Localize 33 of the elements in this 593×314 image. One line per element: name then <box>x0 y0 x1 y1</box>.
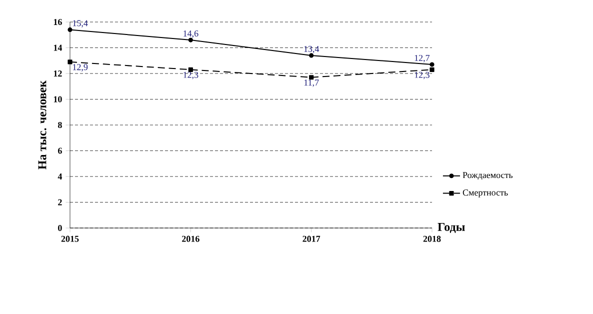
y-tick-label: 12 <box>54 70 62 76</box>
x-tick-label: 2017 <box>302 236 320 242</box>
y-tick-label: 2 <box>58 199 62 206</box>
x-tick-label: 2015 <box>61 236 79 242</box>
y-axis-title: На тыс. человек <box>38 80 46 170</box>
y-tick-label: 0 <box>58 224 62 232</box>
point <box>188 67 193 72</box>
x-tick-label: 2018 <box>423 236 441 242</box>
y-tick-label: 14 <box>54 44 62 51</box>
point <box>68 27 72 32</box>
legend-label: Смертность <box>462 190 508 198</box>
y-tick-label: 4 <box>58 174 62 180</box>
point <box>188 38 193 42</box>
data-label: 15,4 <box>72 20 88 28</box>
x-axis-title: Годы <box>438 223 465 233</box>
data-label: 12,7 <box>414 54 430 62</box>
data-label: 11,7 <box>304 80 319 87</box>
point <box>309 75 314 80</box>
point <box>68 60 72 64</box>
data-label: 12,9 <box>72 64 88 72</box>
y-tick-label: 16 <box>54 18 62 26</box>
x-tick-label: 2016 <box>182 236 200 242</box>
y-tick-label: 10 <box>54 96 62 102</box>
data-label: 12,3 <box>414 72 430 80</box>
legend-label: Рождаемость <box>462 172 513 180</box>
data-label: 14,6 <box>184 30 198 38</box>
data-label: 12,3 <box>184 72 198 80</box>
point <box>309 53 314 58</box>
data-label: 13,4 <box>304 46 320 54</box>
point <box>430 62 434 67</box>
point <box>430 67 434 72</box>
y-tick-label: 8 <box>58 122 62 128</box>
y-tick-label: 6 <box>58 148 62 154</box>
